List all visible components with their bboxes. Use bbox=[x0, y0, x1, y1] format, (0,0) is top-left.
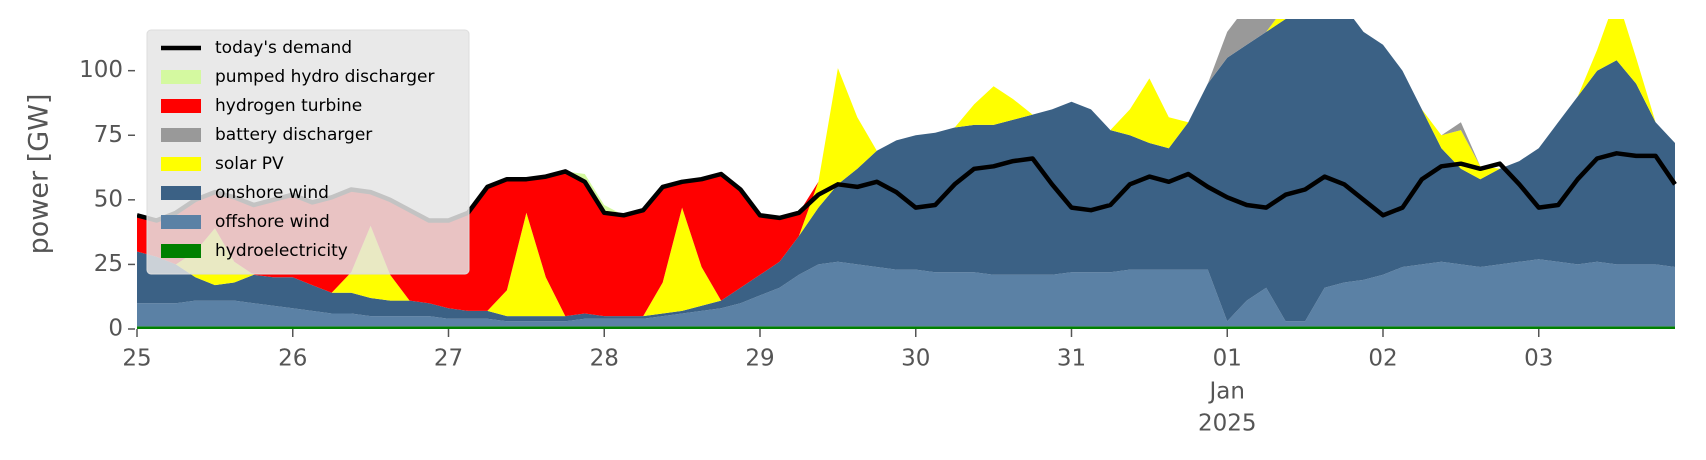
legend-swatch bbox=[161, 128, 201, 142]
legend-label: solar PV bbox=[215, 154, 284, 174]
y-tick-label: 100 bbox=[79, 57, 123, 83]
y-tick-label: 25 bbox=[94, 251, 123, 277]
area bbox=[137, 19, 1675, 317]
area bbox=[137, 326, 1675, 329]
legend-label: pumped hydro discharger bbox=[215, 67, 434, 87]
area bbox=[137, 259, 1675, 327]
legend-box bbox=[146, 29, 470, 275]
legend-label: offshore wind bbox=[215, 212, 330, 232]
x-tick-label: 01 bbox=[1213, 346, 1242, 372]
legend: today's demand pumped hydro discharger hyd… bbox=[146, 29, 470, 275]
legend-label: hydroelectricity bbox=[215, 241, 348, 261]
x-date-annotation: Jan bbox=[1208, 379, 1245, 405]
legend-label: onshore wind bbox=[215, 183, 329, 203]
legend-label: hydrogen turbine bbox=[215, 96, 362, 116]
legend-label: today's demand bbox=[215, 38, 352, 58]
legend-swatch bbox=[161, 215, 201, 229]
legend-swatch bbox=[161, 186, 201, 200]
x-tick-label: 31 bbox=[1057, 346, 1086, 372]
y-tick-label: 50 bbox=[94, 186, 123, 212]
x-tick-label: 29 bbox=[745, 346, 774, 372]
x-tick-label: 02 bbox=[1368, 346, 1397, 372]
legend-swatch bbox=[161, 99, 201, 113]
legend-swatch bbox=[161, 70, 201, 84]
legend-swatch bbox=[161, 157, 201, 171]
x-tick-label: 28 bbox=[590, 346, 619, 372]
y-axis-label: power [GW] bbox=[24, 94, 55, 255]
y-tick-label: 75 bbox=[94, 122, 123, 148]
x-tick-label: 25 bbox=[122, 346, 151, 372]
x-tick-label: 26 bbox=[278, 346, 307, 372]
x-tick-label: 27 bbox=[434, 346, 463, 372]
x-tick-label: 03 bbox=[1524, 346, 1553, 372]
legend-label: battery discharger bbox=[215, 125, 372, 145]
area bbox=[137, 19, 1675, 322]
legend-swatch bbox=[161, 244, 201, 258]
x-date-annotation: 2025 bbox=[1198, 411, 1257, 437]
y-tick-label: 0 bbox=[108, 316, 123, 342]
x-tick-label: 30 bbox=[901, 346, 930, 372]
